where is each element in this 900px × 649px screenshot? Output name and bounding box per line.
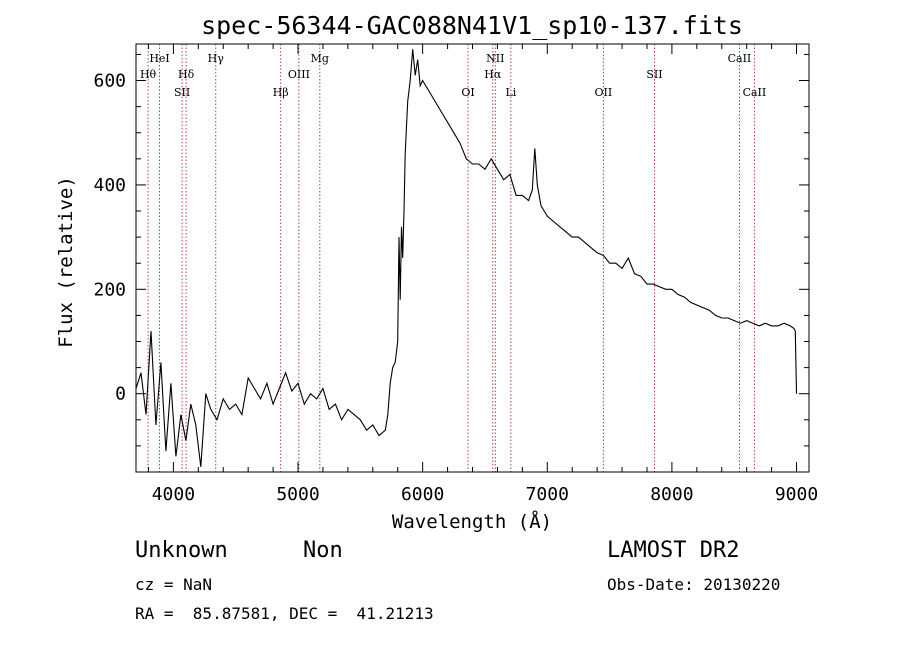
- plot-frame: [135, 43, 810, 473]
- spectral-line-label: Hδ: [178, 68, 195, 81]
- spectral-line-label: OI: [461, 86, 474, 99]
- y-tick-label: 0: [115, 384, 126, 405]
- object-subclass: Non: [303, 538, 343, 563]
- y-axis-label: Flux (relative): [55, 176, 77, 348]
- spectral-line-label: CaII: [728, 52, 752, 65]
- spectral-line-label: Li: [505, 86, 516, 99]
- x-tick-label: 8000: [650, 484, 693, 505]
- spectral-line-label: SII: [174, 86, 190, 99]
- y-tick-label: 400: [93, 175, 126, 196]
- x-tick-label: 6000: [401, 484, 444, 505]
- chart-title: spec-56344-GAC088N41V1_sp10-137.fits: [201, 11, 743, 40]
- x-tick-label: 9000: [775, 484, 818, 505]
- y-tick-label: 200: [93, 279, 126, 300]
- spectral-line-label: CaII: [743, 86, 767, 99]
- spectral-line-label: Hγ: [208, 52, 225, 65]
- y-axis-ticks: 0 200 400 600: [93, 53, 809, 447]
- x-tick-label: 5000: [276, 484, 319, 505]
- spectral-line-label: Hβ: [273, 86, 289, 99]
- spectral-line-label: Mg: [311, 52, 329, 65]
- x-tick-label: 4000: [152, 484, 195, 505]
- sky-coordinates: RA = 85.87581, DEC = 41.21213: [135, 604, 434, 623]
- x-tick-label: 7000: [526, 484, 569, 505]
- observation-date: Obs-Date: 20130220: [607, 575, 781, 594]
- spectral-line-label: NII: [486, 52, 504, 65]
- x-axis-ticks: 4000 5000 6000 7000 8000 9000: [147, 44, 818, 505]
- object-class: Unknown: [135, 538, 228, 563]
- x-axis-label: Wavelength (Å): [392, 510, 552, 533]
- survey-name: LAMOST DR2: [607, 538, 740, 563]
- spectral-line-label: OIII: [288, 68, 310, 81]
- y-tick-label: 600: [93, 71, 126, 92]
- spectral-line-label: Hα: [484, 68, 502, 81]
- spectrum-series-line: [135, 49, 798, 467]
- spectral-line-label: Hθ: [140, 68, 157, 81]
- spectral-line-label: OII: [595, 86, 613, 99]
- redshift-cz: cz = NaN: [135, 575, 213, 594]
- spectral-line-label: HeI: [149, 52, 169, 65]
- spectral-line-label: SII: [646, 68, 662, 81]
